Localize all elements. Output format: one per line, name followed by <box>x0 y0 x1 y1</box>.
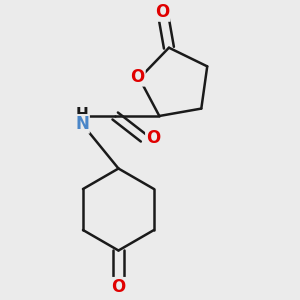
Text: O: O <box>111 278 126 296</box>
Text: O: O <box>155 3 170 21</box>
Text: H: H <box>76 107 88 122</box>
Text: O: O <box>130 68 145 86</box>
Text: N: N <box>75 115 89 133</box>
Text: O: O <box>146 129 160 147</box>
